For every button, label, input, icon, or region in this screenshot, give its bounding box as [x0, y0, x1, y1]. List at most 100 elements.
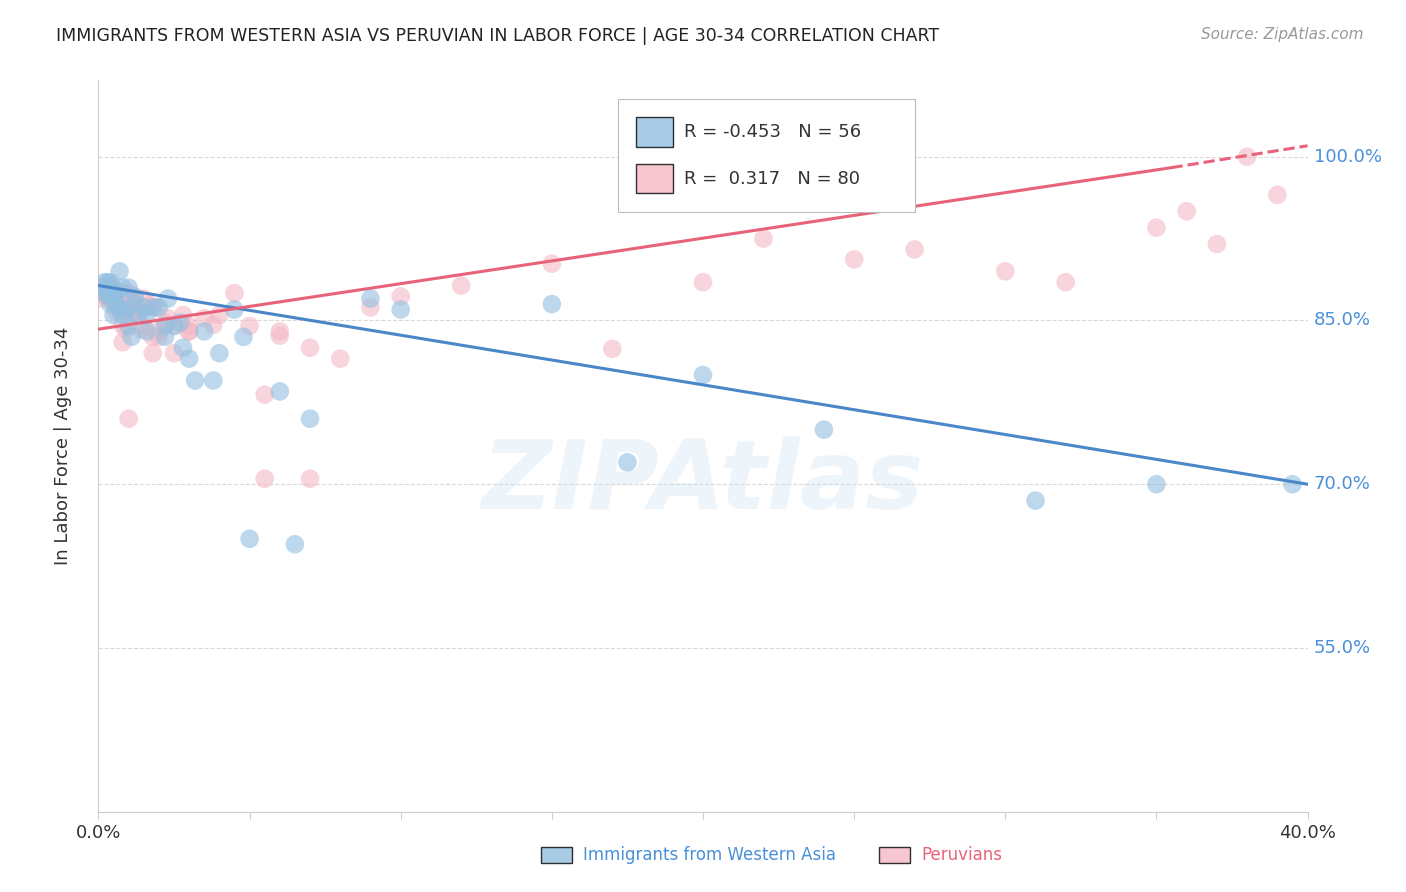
Text: 100.0%: 100.0%	[1313, 148, 1382, 166]
Point	[118, 318, 141, 333]
Point	[135, 308, 157, 322]
Point	[752, 231, 775, 245]
Point	[111, 335, 134, 350]
Point	[844, 252, 866, 267]
Point	[118, 411, 141, 425]
Point	[127, 308, 149, 322]
Point	[208, 346, 231, 360]
Point	[1206, 237, 1229, 252]
Point	[114, 302, 136, 317]
Point	[100, 292, 122, 306]
Text: ZIPAtlas: ZIPAtlas	[482, 436, 924, 529]
Point	[224, 286, 246, 301]
Point	[135, 324, 157, 338]
Point	[103, 296, 125, 310]
Y-axis label: In Labor Force | Age 30-34: In Labor Force | Age 30-34	[53, 326, 72, 566]
Point	[450, 278, 472, 293]
Point	[169, 316, 191, 330]
Point	[172, 308, 194, 322]
Point	[96, 275, 118, 289]
Point	[994, 264, 1017, 278]
Point	[202, 318, 225, 332]
Point	[90, 281, 112, 295]
Point	[90, 292, 112, 306]
Point	[1144, 477, 1167, 491]
Point	[1267, 188, 1289, 202]
Point	[124, 289, 146, 303]
Point	[100, 297, 122, 311]
Point	[111, 308, 134, 322]
Point	[299, 341, 322, 355]
Point	[100, 286, 122, 301]
FancyBboxPatch shape	[636, 117, 672, 147]
Point	[100, 281, 122, 295]
Point	[100, 278, 122, 293]
FancyBboxPatch shape	[619, 99, 915, 212]
Point	[96, 283, 118, 297]
Point	[329, 351, 352, 366]
Point	[179, 318, 201, 333]
Point	[360, 292, 382, 306]
Point	[163, 346, 186, 360]
Point	[232, 330, 254, 344]
Point	[121, 330, 143, 344]
Point	[108, 264, 131, 278]
Point	[129, 322, 152, 336]
Point	[132, 318, 155, 333]
Point	[108, 302, 131, 317]
Point	[208, 308, 231, 322]
Text: 55.0%: 55.0%	[1313, 639, 1371, 657]
Point	[253, 387, 276, 401]
Point	[139, 298, 162, 312]
Point	[202, 374, 225, 388]
Point	[93, 275, 115, 289]
Point	[96, 286, 118, 301]
Point	[135, 301, 157, 315]
Point	[103, 292, 125, 306]
Point	[156, 292, 179, 306]
Point	[100, 286, 122, 301]
Point	[90, 286, 112, 301]
Point	[121, 309, 143, 323]
Text: R = -0.453   N = 56: R = -0.453 N = 56	[685, 123, 862, 141]
Point	[90, 283, 112, 297]
Point	[389, 289, 412, 303]
Point	[105, 297, 128, 311]
Point	[118, 281, 141, 295]
Point	[96, 286, 118, 301]
Point	[1054, 275, 1077, 289]
Point	[124, 302, 146, 317]
Point	[111, 281, 134, 295]
Point	[93, 281, 115, 295]
Point	[224, 302, 246, 317]
Point	[105, 304, 128, 318]
Point	[284, 537, 307, 551]
Text: IMMIGRANTS FROM WESTERN ASIA VS PERUVIAN IN LABOR FORCE | AGE 30-34 CORRELATION : IMMIGRANTS FROM WESTERN ASIA VS PERUVIAN…	[56, 27, 939, 45]
Point	[540, 297, 562, 311]
Point	[127, 308, 149, 322]
Point	[179, 324, 201, 338]
Point	[100, 275, 122, 289]
Point	[114, 322, 136, 336]
Point	[142, 301, 165, 315]
Point	[193, 311, 215, 326]
Point	[93, 285, 115, 299]
Point	[172, 341, 194, 355]
Point	[124, 292, 146, 306]
Point	[96, 289, 118, 303]
Point	[269, 384, 291, 399]
Point	[1024, 493, 1046, 508]
Point	[132, 301, 155, 315]
Text: Immigrants from Western Asia: Immigrants from Western Asia	[583, 847, 837, 864]
Point	[360, 301, 382, 315]
Text: Peruvians: Peruvians	[921, 847, 1002, 864]
Point	[163, 318, 186, 333]
Point	[299, 472, 322, 486]
Point	[153, 318, 176, 333]
Point	[132, 292, 155, 306]
Point	[103, 283, 125, 297]
Point	[193, 324, 215, 338]
Point	[616, 455, 638, 469]
Point	[253, 472, 276, 486]
Point	[1236, 150, 1258, 164]
